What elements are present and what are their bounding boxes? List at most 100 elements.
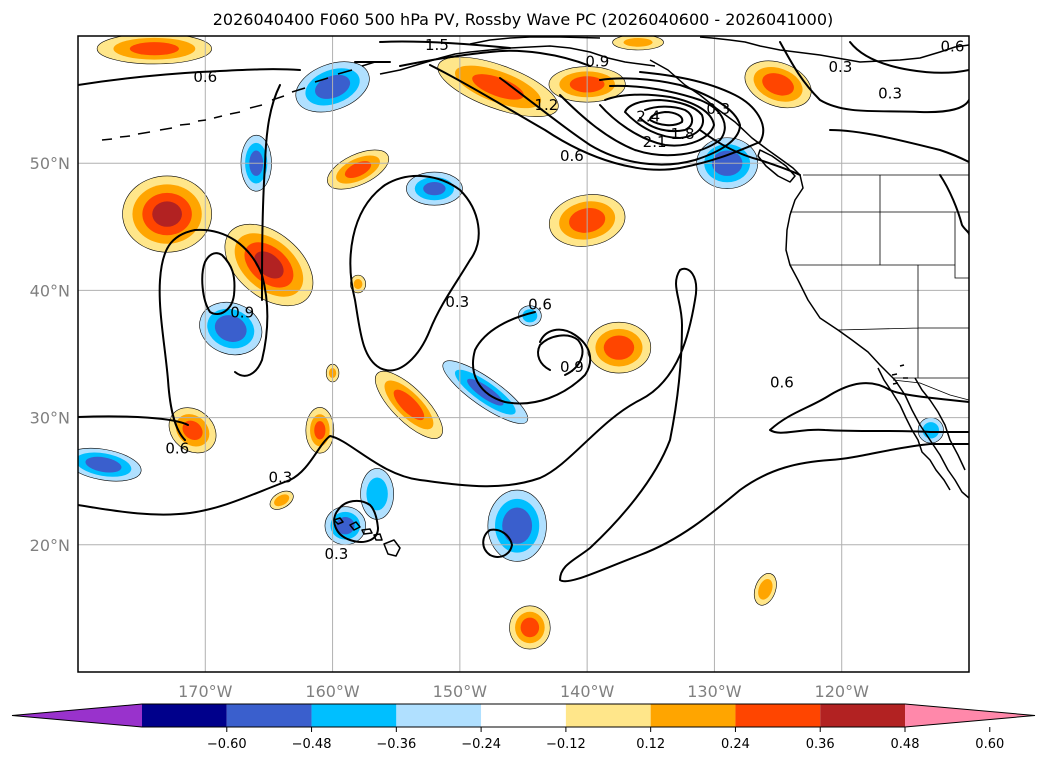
pc-level-0.24 — [623, 37, 653, 47]
contour-label: 0.6 — [770, 373, 794, 391]
lat-tick-label: 50°N — [30, 154, 70, 173]
pc-outline — [295, 61, 370, 113]
colorbar: −0.60 −0.48 −0.36 −0.24 −0.12 0.12 0.24 0.36 0.4… — [11, 703, 1036, 752]
pc-level-0.36 — [472, 74, 524, 100]
pc-anomaly-fields — [78, 36, 944, 650]
lon-tick-label: 160°W — [305, 682, 360, 701]
contour-label: 0.6 — [560, 147, 584, 165]
contour-label: 0.3 — [324, 545, 348, 563]
pc-anomaly-positive — [744, 60, 812, 109]
pc-anomaly-negative — [360, 468, 394, 520]
pc-outline — [487, 489, 547, 562]
pc-anomaly-positive — [437, 56, 559, 117]
pc-outline — [548, 194, 626, 247]
colorbar-tick-label: −0.24 — [461, 737, 501, 752]
pc-level--0.36 — [423, 182, 446, 196]
pv-contour-0.6-trough — [472, 311, 592, 405]
hawaiian-islands — [333, 517, 401, 557]
pc-level--0.24 — [366, 477, 388, 511]
pv-contour-0.3-ring — [349, 174, 480, 372]
lon-tick-label: 170°W — [178, 682, 233, 701]
colorbar-tick-label: −0.12 — [546, 737, 586, 752]
colorbar-segment — [226, 704, 312, 727]
pc-level-0.24 — [758, 579, 773, 600]
colorbar-segment — [311, 704, 397, 727]
pc-outline — [305, 407, 335, 454]
pc-outline — [375, 370, 443, 439]
pc-outline — [199, 301, 263, 356]
colorbar-tick-label: −0.36 — [376, 737, 416, 752]
pc-outline — [744, 60, 812, 109]
pc-outline — [224, 223, 314, 307]
pv-contour-0.6-west — [158, 84, 281, 441]
aleutian-islands — [101, 61, 376, 141]
contour-label: 0.6 — [528, 296, 552, 314]
political-borders — [790, 174, 969, 401]
pc-level-0.36 — [129, 42, 179, 56]
contour-label: 0.3 — [829, 58, 853, 76]
pc-outline — [406, 171, 463, 206]
pc-outline — [509, 605, 551, 650]
contour-label: 0.6 — [941, 37, 965, 55]
pc-anomaly-positive — [327, 149, 390, 190]
pc-level-0.36 — [603, 335, 635, 360]
pc-outline — [753, 573, 777, 606]
colorbar-tick-label: 0.12 — [636, 737, 665, 752]
colorbar-segment — [650, 704, 736, 727]
colorbar-segment — [481, 704, 566, 727]
map-background — [78, 36, 969, 672]
pv-contours — [78, 40, 969, 583]
pc-outline — [96, 36, 212, 65]
longitude-labels: 170°W 160°W 150°W 140°W 130°W 120°W — [178, 682, 869, 701]
us-mexico-border — [892, 379, 969, 401]
colorbar-tick-label: 0.60 — [975, 737, 1004, 752]
pc-anomaly-positive — [269, 490, 294, 510]
lon-tick-label: 150°W — [433, 682, 488, 701]
colorbar-segment — [142, 704, 227, 727]
contour-label: 0.6 — [193, 68, 217, 86]
pc-outline — [612, 36, 664, 51]
pc-outline — [350, 274, 366, 294]
pc-level-0.48 — [152, 201, 182, 227]
chart-title: 2026040400 F060 500 hPa PV, Rossby Wave … — [213, 10, 834, 29]
pc-level-0.24 — [353, 278, 363, 290]
pc-level-0.36 — [314, 421, 326, 440]
pc-level--0.24 — [922, 422, 940, 439]
pc-outline — [269, 490, 294, 510]
pc-anomaly-positive — [122, 175, 212, 253]
pc-anomaly-negative — [78, 447, 142, 482]
pc-level-0.36 — [520, 617, 540, 638]
pc-outline — [122, 175, 212, 253]
colorbar-segment — [820, 704, 905, 727]
contour-label: 1.2 — [534, 96, 558, 114]
latitude-labels: 20°N 30°N 40°N 50°N — [30, 154, 70, 555]
graticule — [78, 36, 969, 672]
pv-contour-0.9-trough — [537, 334, 584, 376]
pc-anomaly-negative — [199, 301, 263, 356]
pc-outline — [327, 149, 390, 190]
lon-tick-label: 130°W — [687, 682, 742, 701]
pc-anomaly-positive — [509, 605, 551, 650]
colorbar-segment — [565, 704, 651, 727]
lat-tick-label: 30°N — [30, 409, 70, 428]
contour-label: 0.9 — [585, 53, 609, 71]
pc-level-0.36 — [344, 161, 372, 178]
pc-level--0.36 — [214, 315, 247, 342]
pv-contour-0.3-east-tongue — [769, 382, 969, 434]
pv-contour-0.9-west — [201, 252, 236, 315]
pc-level-0.36 — [762, 73, 794, 96]
pv-contour-labels: 0.6 1.5 0.9 1.2 0.6 2.1 2.4 1.8 0.3 0.6 0.3 0.3 0.9 0… — [165, 36, 965, 563]
pc-outline — [437, 56, 559, 117]
pc-anomaly-positive — [350, 274, 366, 294]
pc-outline — [78, 447, 142, 482]
contour-label: 0.6 — [165, 439, 189, 457]
map-frame — [77, 35, 970, 673]
map-content: 0.6 1.5 0.9 1.2 0.6 2.1 2.4 1.8 0.3 0.6 0.3 0.3 0.9 0… — [78, 36, 969, 672]
colorbar-tick-label: 0.24 — [721, 737, 750, 752]
pc-outline — [518, 305, 542, 327]
lat-tick-label: 20°N — [30, 536, 70, 555]
colorbar-tick-label: 0.48 — [891, 737, 920, 752]
colorbar-tick-label: 0.36 — [806, 737, 835, 752]
colorbar-segment — [735, 704, 821, 727]
